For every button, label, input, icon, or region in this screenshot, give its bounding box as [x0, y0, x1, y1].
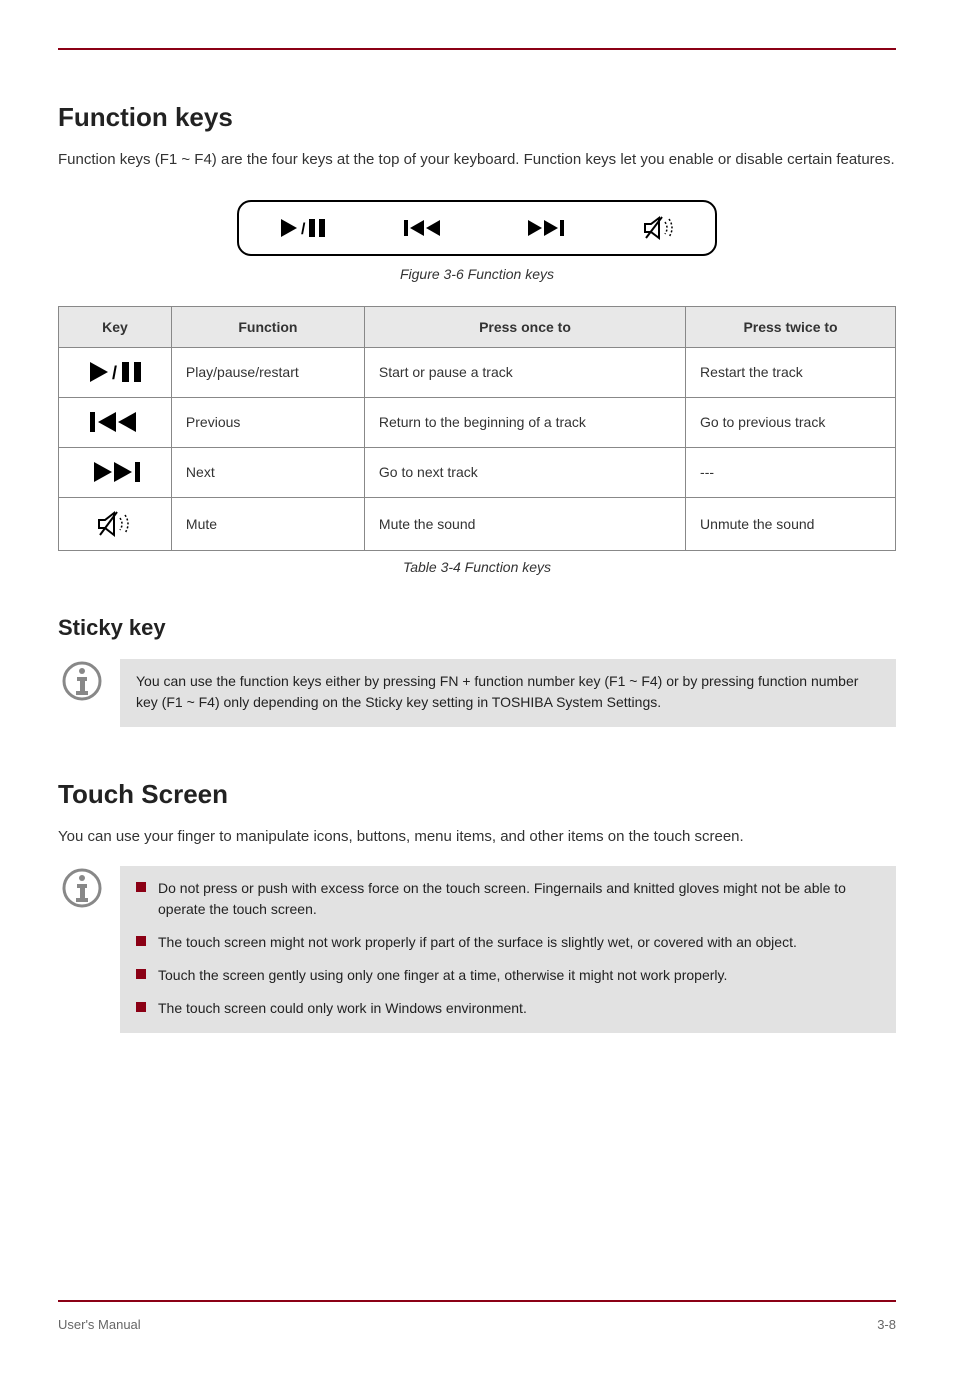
info-icon — [58, 866, 106, 1033]
table-cell: Play/pause/restart — [171, 347, 364, 397]
table-header: Press twice to — [686, 306, 896, 347]
list-item: Do not press or push with excess force o… — [136, 878, 880, 920]
svg-text:/: / — [112, 363, 117, 383]
table-row: Previous Return to the beginning of a tr… — [59, 397, 896, 447]
list-item: The touch screen could only work in Wind… — [136, 998, 880, 1019]
prev-track-icon — [404, 218, 444, 238]
footer-left: User's Manual — [58, 1317, 141, 1332]
page-footer: User's Manual 3-8 — [58, 1317, 896, 1332]
prev-track-key-icon — [59, 397, 172, 447]
next-track-key-icon — [59, 447, 172, 497]
table-cell: Go to next track — [364, 447, 685, 497]
table-header-row: Key Function Press once to Press twice t… — [59, 306, 896, 347]
table-header: Function — [171, 306, 364, 347]
svg-text:/: / — [301, 221, 306, 238]
touchscreen-note-list: Do not press or push with excess force o… — [136, 878, 880, 1019]
table-cell: Restart the track — [686, 347, 896, 397]
function-bar-caption: Figure 3-6 Function keys — [58, 266, 896, 282]
table-cell: Go to previous track — [686, 397, 896, 447]
table-cell: Previous — [171, 397, 364, 447]
table-header: Key — [59, 306, 172, 347]
touchscreen-desc: You can use your finger to manipulate ic… — [58, 826, 896, 849]
sticky-key-note: You can use the function keys either by … — [58, 659, 896, 727]
table-row: Next Go to next track --- — [59, 447, 896, 497]
table-cell: Return to the beginning of a track — [364, 397, 685, 447]
bottom-rule — [58, 1300, 896, 1302]
table-cell: Mute — [171, 497, 364, 550]
touchscreen-note: Do not press or push with excess force o… — [58, 866, 896, 1033]
section-title: Function keys — [58, 102, 896, 133]
next-track-icon — [524, 218, 564, 238]
table-row: / Play/pause/restart Start or pause a tr… — [59, 347, 896, 397]
play-pause-key-icon: / — [59, 347, 172, 397]
play-pause-icon: / — [279, 217, 325, 239]
table-cell: Next — [171, 447, 364, 497]
list-item: The touch screen might not work properly… — [136, 932, 880, 953]
top-rule — [58, 48, 896, 50]
table-row: Mute Mute the sound Unmute the sound — [59, 497, 896, 550]
function-key-bar: / — [237, 200, 717, 256]
touchscreen-title: Touch Screen — [58, 779, 896, 810]
table-cell: Mute the sound — [364, 497, 685, 550]
section-desc: Function keys (F1 ~ F4) are the four key… — [58, 149, 896, 172]
function-key-table: Key Function Press once to Press twice t… — [58, 306, 896, 551]
mute-key-icon — [59, 497, 172, 550]
table-cell: Start or pause a track — [364, 347, 685, 397]
mute-icon — [643, 215, 675, 241]
footer-right: 3-8 — [877, 1317, 896, 1332]
sticky-key-note-text: You can use the function keys either by … — [120, 659, 896, 727]
info-icon — [58, 659, 106, 727]
sticky-key-title: Sticky key — [58, 615, 896, 641]
table-header: Press once to — [364, 306, 685, 347]
table-caption: Table 3-4 Function keys — [58, 559, 896, 575]
table-cell: Unmute the sound — [686, 497, 896, 550]
list-item: Touch the screen gently using only one f… — [136, 965, 880, 986]
table-cell: --- — [686, 447, 896, 497]
